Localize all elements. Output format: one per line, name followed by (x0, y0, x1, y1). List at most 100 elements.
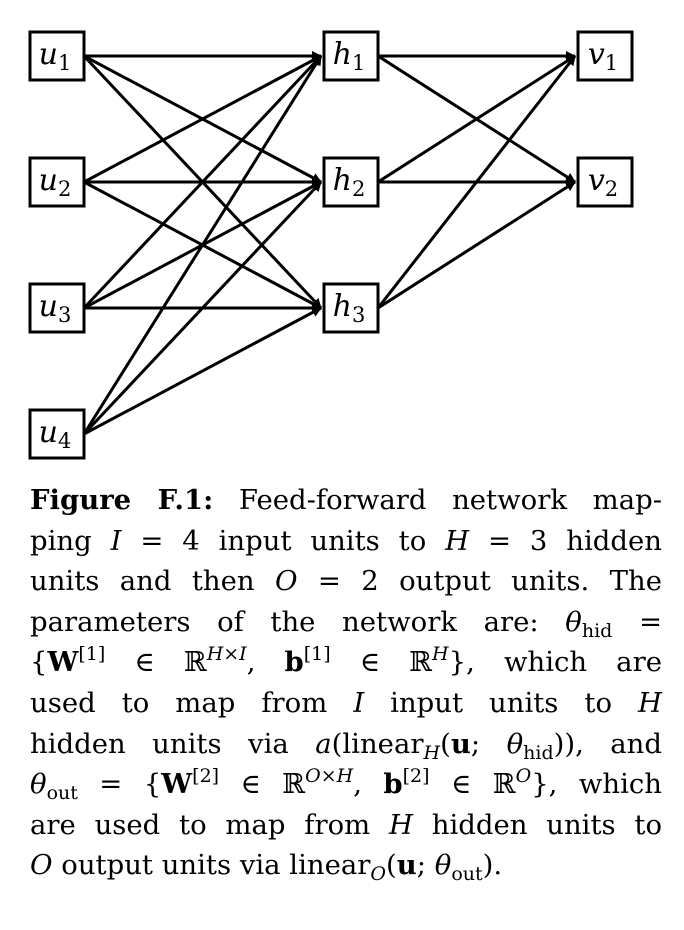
node-input-1-label: u1 (39, 37, 72, 75)
node-label-subscript: 4 (58, 429, 71, 453)
caption-line-2: ping I = 4 input units to H = 3 hidden (30, 521, 662, 562)
caption-fragment: ∈ ℝ (429, 768, 516, 801)
caption-fragment: ∈ ℝ (330, 646, 433, 679)
caption-fragment: H (638, 686, 662, 719)
caption-fragment: I (110, 524, 122, 557)
caption-fragment: O (30, 849, 53, 882)
node-label-base: h (333, 163, 352, 198)
node-label-base: v (588, 163, 605, 198)
node-hidden-2-box (322, 156, 380, 208)
node-input-2: u2 (28, 156, 86, 208)
node-label-base: u (39, 163, 58, 198)
node-input-3-box (28, 282, 86, 334)
node-label-subscript: 1 (352, 51, 365, 75)
edge-input3-to-hidden1 (82, 54, 323, 310)
caption-fragment: H (432, 643, 449, 666)
caption-fragment: )), and (553, 727, 662, 760)
caption-fragment: out (46, 782, 78, 805)
node-hidden-3-box (322, 282, 380, 334)
caption-line-6: used to map from I input units to H (30, 683, 662, 724)
caption-line-8: θout = {W[2] ∈ ℝO×H, b[2] ∈ ℝO}, which (30, 764, 662, 805)
caption-fragment: a (315, 727, 332, 760)
caption-fragment: θ (565, 605, 582, 638)
node-output-1-box (576, 30, 634, 82)
node-output-2-label: v2 (588, 163, 618, 201)
caption-fragment: θ (506, 727, 524, 760)
edge-hidden3-to-output2 (377, 180, 576, 310)
caption-fragment: ( (440, 727, 451, 760)
caption-fragment: H (389, 808, 413, 841)
node-hidden-3: h3 (322, 282, 380, 334)
node-label-subscript: 1 (605, 51, 618, 75)
node-output-2-box (576, 156, 634, 208)
caption-fragment: = 2 output units. The (297, 565, 662, 598)
edge-input2-to-hidden1 (83, 54, 322, 184)
caption-line-1: Figure F.1: Feed-forward network map- (30, 480, 662, 521)
caption-fragment: [1] (78, 643, 106, 666)
node-label-base: u (39, 289, 58, 324)
edges-layer (82, 51, 577, 436)
caption-fragment: u (396, 849, 417, 882)
figure-label: Figure F.1: (30, 484, 214, 516)
node-input-1: u1 (28, 30, 86, 82)
caption-fragment: O×H (305, 765, 354, 788)
node-hidden-2-label: h2 (333, 163, 366, 201)
caption-fragment: O (274, 565, 298, 598)
caption-fragment: H (423, 741, 441, 764)
caption-line-7: hidden units via a(linearH(u; θhid)), an… (30, 724, 662, 765)
figure-caption: Figure F.1: Feed-forward network map- pi… (30, 480, 662, 886)
caption-fragment: H (445, 524, 470, 557)
caption-fragment: θ (30, 768, 47, 801)
node-hidden-1-label: h1 (333, 37, 366, 75)
node-output-1: v1 (576, 30, 634, 82)
caption-fragment: O (515, 765, 532, 788)
caption-fragment: = 3 hidden (469, 524, 662, 557)
caption-fragment: hid (581, 619, 613, 642)
edge-input4-to-hidden3 (83, 306, 322, 436)
caption-fragment: θ (434, 849, 452, 882)
node-input-4: u4 (28, 408, 86, 460)
node-input-1-box (28, 30, 86, 82)
caption-fragment: W (47, 646, 79, 679)
caption-fragment: = { (77, 768, 162, 801)
node-input-3: u3 (28, 282, 86, 334)
caption-line-3: units and then O = 2 output units. The (30, 561, 662, 602)
caption-fragment: output units via linear (52, 849, 371, 882)
caption-fragment: , (246, 646, 285, 679)
node-label-subscript: 3 (58, 303, 71, 327)
node-label-base: h (333, 289, 352, 324)
node-label-base: v (588, 37, 605, 72)
caption-fragment: ∈ ℝ (105, 646, 207, 679)
node-hidden-1: h1 (322, 30, 380, 82)
node-input-2-box (28, 156, 86, 208)
caption-fragment: , (353, 768, 384, 801)
caption-fragment: }, which (531, 768, 663, 801)
caption-fragment: out (451, 863, 483, 886)
caption-fragment: input units to (364, 686, 639, 719)
node-input-3-label: u3 (39, 289, 72, 327)
node-label-base: u (39, 37, 58, 72)
node-label-subscript: 2 (58, 177, 71, 201)
caption-fragment: [2] (402, 765, 430, 788)
caption-fragment: u (450, 727, 471, 760)
node-label-subscript: 2 (605, 177, 618, 201)
node-label-subscript: 2 (352, 177, 365, 201)
caption-line-4: parameters of the network are: θhid = (30, 602, 662, 643)
caption-fragment: H×I (206, 643, 247, 666)
node-input-4-box (28, 408, 86, 460)
caption-fragment: ∈ ℝ (219, 768, 306, 801)
node-label-subscript: 1 (58, 51, 71, 75)
caption-line-9: are used to map from H hidden units to (30, 805, 662, 846)
caption-fragment: [1] (303, 643, 331, 666)
caption-line-10: O output units via linearO(u; θout). (30, 845, 662, 886)
node-hidden-1-box (322, 30, 380, 82)
node-hidden-2: h2 (322, 156, 380, 208)
caption-fragment: ping (30, 524, 111, 557)
caption-fragment: ; (470, 727, 507, 760)
node-output-1-label: v1 (588, 37, 618, 75)
caption-fragment: [2] (192, 765, 220, 788)
caption-fragment: ( (386, 849, 397, 882)
caption-fragment: = (612, 605, 662, 638)
